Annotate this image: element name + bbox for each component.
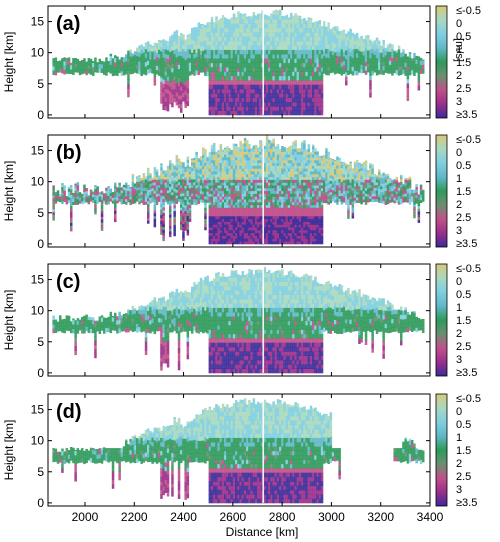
y-tick-label: 10 (31, 304, 45, 318)
y-axis-label: Height [km] (2, 32, 16, 93)
colorbar-ramp (435, 134, 448, 248)
x-tick-label: 3200 (367, 510, 394, 524)
y-tick-label: 15 (31, 403, 45, 417)
panel-label: (c) (56, 271, 80, 293)
colorbar-ramp (435, 5, 448, 119)
y-tick-label: 5 (37, 206, 44, 220)
colorbar-tick-label: ≥3.5 (456, 367, 477, 379)
colorbar-tick-label: 1 (456, 173, 462, 185)
y-tick-label: 10 (31, 175, 45, 189)
colorbar-tick-label: 0.5 (456, 419, 471, 431)
colorbar-tick-label: 1 (456, 432, 462, 444)
panel-1-frame (47, 134, 431, 248)
y-tick-label: 0 (37, 237, 44, 251)
colorbar-tick-label: 2.5 (456, 471, 471, 483)
colorbar-tick-label: 0.5 (456, 289, 471, 301)
colorbar-tick-label: 1 (456, 44, 462, 56)
colorbar-ramp (435, 393, 448, 507)
y-tick-label: 5 (37, 335, 44, 349)
x-tick-label: 2400 (170, 510, 197, 524)
colorbar-2: ≤-0.500.511.522.53≥3.5 (435, 263, 481, 379)
colorbar-tick-label: 1.5 (456, 445, 471, 457)
panel-0-frame (47, 5, 431, 119)
y-tick-label: 15 (31, 15, 45, 29)
colorbar-0: ≤-0.500.511.522.53≥3.5 [m/s] (435, 5, 481, 121)
y-tick-label: 0 (37, 108, 44, 122)
colorbar-tick-label: 0.5 (456, 31, 471, 43)
panel-1: 0 5 10 15 (b) Height [km] (2, 134, 431, 251)
y-axis-label: Height [km] (2, 420, 16, 481)
y-axis-label: Height [km] (2, 161, 16, 222)
colorbar-tick-label: 2.5 (456, 83, 471, 95)
panel-2-image (52, 266, 425, 374)
y-tick-label: 15 (31, 273, 45, 287)
panels-layer: 0 5 10 15 (a) Height [km] 0 5 10 15 (b) Height [km]… (2, 5, 444, 524)
x-tick-label: 2600 (219, 510, 246, 524)
colorbar-tick-label: 2 (456, 70, 462, 82)
colorbar-tick-label: ≥3.5 (456, 109, 477, 121)
colorbar-tick-label: 3 (456, 96, 462, 108)
y-tick-label: 5 (37, 465, 44, 479)
panel-2: 0 5 10 15 (c) Height [km] (2, 263, 431, 380)
colorbar-tick-label: 2.5 (456, 341, 471, 353)
colorbar-tick-label: ≥3.5 (456, 497, 477, 509)
colorbar-tick-label: 3 (456, 354, 462, 366)
y-tick-label: 0 (37, 496, 44, 510)
panel-label: (d) (56, 401, 82, 423)
colorbar-tick-label: 2.5 (456, 212, 471, 224)
colorbar-ramp (435, 263, 448, 377)
colorbar-tick-label: ≤-0.5 (456, 263, 481, 275)
colorbar-3: ≤-0.500.511.522.53≥3.5 (435, 393, 481, 509)
x-tick-label: 3400 (417, 510, 444, 524)
colorbar-tick-label: 0.5 (456, 160, 471, 172)
panel-3-image (52, 397, 425, 504)
colorbar-unit-label: [m/s] (453, 38, 465, 62)
colorbar-tick-label: 2 (456, 328, 462, 340)
x-tick-label: 3000 (318, 510, 345, 524)
colorbar-tick-label: ≤-0.5 (456, 5, 481, 17)
x-tick-label: 2000 (72, 510, 99, 524)
colorbar-tick-label: 0 (456, 18, 462, 30)
colorbar-tick-label: 3 (456, 484, 462, 496)
colorbar-tick-label: 2 (456, 199, 462, 211)
colorbar-tick-label: 1.5 (456, 57, 471, 69)
x-tick-label: 2200 (121, 510, 148, 524)
panel-2-frame (47, 263, 431, 377)
colorbar-tick-label: ≤-0.5 (456, 134, 481, 146)
colorbar-tick-label: 1 (456, 302, 462, 314)
y-tick-label: 15 (31, 144, 45, 158)
x-axis-label: Distance [km] (226, 525, 299, 539)
panel-label: (a) (56, 13, 80, 35)
colorbar-tick-label: 0 (456, 147, 462, 159)
colorbar-tick-label: 1.5 (456, 186, 471, 198)
panel-1-image (52, 135, 425, 245)
y-tick-label: 0 (37, 366, 44, 380)
panel-0-image (52, 9, 425, 116)
y-axis-label: Height [km] (2, 290, 16, 351)
colorbars-layer: ≤-0.500.511.522.53≥3.5[m/s]≤-0.500.511.5… (435, 5, 481, 509)
y-tick-label: 10 (31, 46, 45, 60)
colorbar-tick-label: 0 (456, 406, 462, 418)
colorbar-tick-label: 1.5 (456, 315, 471, 327)
panel-3-frame (47, 393, 431, 507)
colorbar-tick-label: 3 (456, 225, 462, 237)
panel-3: 0 5 10 15 2000 2200 2400 2600 2800 3000 3200 3400 (d… (2, 393, 444, 524)
panel-label: (b) (56, 142, 82, 164)
colorbar-1: ≤-0.500.511.522.53≥3.5 (435, 134, 481, 250)
y-tick-label: 5 (37, 77, 44, 91)
x-tick-label: 2800 (269, 510, 296, 524)
colorbar-tick-label: ≥3.5 (456, 238, 477, 250)
y-tick-label: 10 (31, 434, 45, 448)
colorbar-tick-label: 2 (456, 458, 462, 470)
panel-0: 0 5 10 15 (a) Height [km] (2, 5, 431, 122)
colorbar-tick-label: 0 (456, 276, 462, 288)
colorbar-tick-label: ≤-0.5 (456, 393, 481, 405)
